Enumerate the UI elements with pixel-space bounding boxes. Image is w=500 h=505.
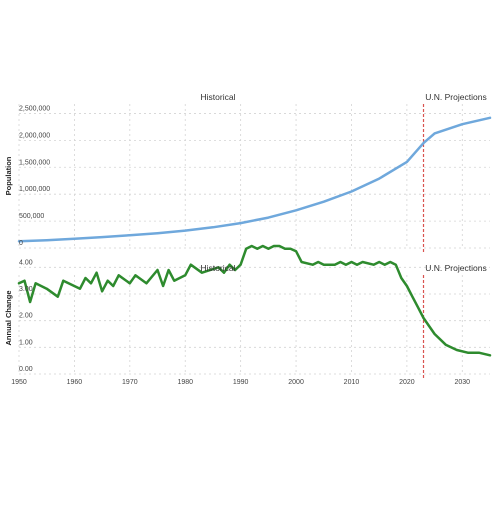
population-series-line <box>17 116 492 243</box>
population-y-ticks: 0 500,000 1,000,000 1,500,000 2,000,000 2,500… <box>19 105 50 247</box>
year-x-tick: 1960 <box>67 379 83 386</box>
year-x-tick: 1970 <box>122 379 138 386</box>
population-y-tick: 0 <box>19 240 23 247</box>
annual-change-y-tick: 1.00 <box>19 339 33 346</box>
annual-change-y-tick: 2.00 <box>19 313 33 320</box>
annual-change-y-tick: 3.00 <box>19 286 33 293</box>
population-historical-label: Historical <box>201 92 236 102</box>
population-projections-label: U.N. Projections <box>425 92 486 102</box>
population-y-tick: 500,000 <box>19 213 44 220</box>
population-y-tick: 1,500,000 <box>19 159 50 166</box>
year-x-ticks: 1950 1960 1970 1980 1990 2000 2010 2020 2030 <box>11 379 470 386</box>
year-x-tick: 2000 <box>288 379 304 386</box>
year-x-tick: 1990 <box>233 379 249 386</box>
year-x-tick: 2010 <box>344 379 360 386</box>
annual-change-series-line <box>17 244 492 357</box>
population-y-tick: 2,000,000 <box>19 132 50 139</box>
annual-change-y-tick: 0.00 <box>19 366 33 373</box>
annual-change-historical-label: Historical <box>201 263 236 273</box>
population-y-axis-label: Population <box>4 156 13 195</box>
annual-change-gridlines <box>18 266 490 375</box>
annual-change-y-ticks: 0.00 1.00 2.00 3.00 4.00 <box>19 259 33 373</box>
annual-change-panel: 0.00 1.00 2.00 3.00 4.00 1950 1960 1970 1980 199… <box>4 244 492 386</box>
population-y-tick: 2,500,000 <box>19 105 50 112</box>
annual-change-y-tick: 4.00 <box>19 259 33 266</box>
year-x-tick: 1950 <box>11 379 27 386</box>
year-x-tick: 2020 <box>399 379 415 386</box>
year-x-tick: 1980 <box>177 379 193 386</box>
annual-change-y-axis-label: Annual Change <box>4 290 13 345</box>
population-panel: 0 500,000 1,000,000 1,500,000 2,000,000 2,500… <box>4 92 492 252</box>
year-x-tick: 2030 <box>455 379 471 386</box>
population-y-tick: 1,000,000 <box>19 186 50 193</box>
annual-change-projections-label: U.N. Projections <box>425 263 486 273</box>
